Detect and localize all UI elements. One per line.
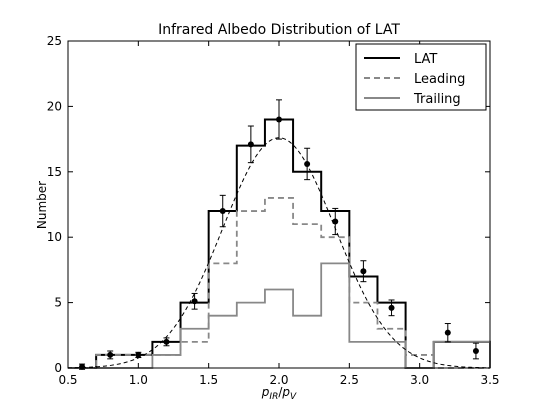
x-tick-label: 1.5	[199, 373, 218, 387]
data-point	[276, 116, 282, 123]
data-point	[472, 347, 479, 354]
data-point	[388, 304, 395, 311]
legend-label-trailing: Trailing	[413, 92, 461, 107]
x-tick-label: 3.0	[410, 373, 429, 387]
legend-label-lat: LAT	[414, 52, 437, 67]
data-point	[219, 208, 226, 215]
data-point	[163, 338, 170, 345]
series-line-lat	[68, 118, 491, 369]
chart-title: Infrared Albedo Distribution of LAT	[158, 22, 400, 38]
series-line-leading	[68, 197, 490, 369]
data-point	[191, 298, 198, 305]
y-tick-label: 25	[47, 34, 62, 48]
y-tick-label: 20	[47, 99, 62, 113]
x-tick-label: 1.0	[129, 373, 148, 387]
y-tick-label: 15	[47, 165, 62, 179]
data-point	[79, 363, 86, 370]
fit-curve	[67, 137, 491, 369]
x-tick-label: 2.5	[340, 373, 359, 387]
data-point	[135, 351, 142, 358]
x-tick-label: 2.0	[269, 373, 288, 387]
data-point	[332, 218, 339, 225]
x-axis-label: pIR/pV	[261, 385, 297, 402]
data-point	[360, 268, 367, 275]
series-line-trailing	[68, 262, 491, 369]
x-tick-label: 3.5	[480, 373, 499, 387]
plot-area: 0.5 1.0 1.5 2.0 2.5 3.0 3.5 0 5 10 15 20 25 LAT Leadin…	[47, 34, 500, 387]
y-tick-label: 10	[47, 230, 62, 244]
data-point	[304, 160, 311, 167]
y-tick-label: 0	[54, 361, 62, 375]
y-tick-label: 5	[54, 296, 62, 310]
legend-label-leading: Leading	[414, 72, 465, 87]
y-axis-label: Number	[35, 181, 49, 229]
x-tick-label: 0.5	[58, 373, 77, 387]
data-point	[444, 329, 451, 336]
data-point	[107, 351, 114, 358]
data-point	[247, 141, 254, 148]
